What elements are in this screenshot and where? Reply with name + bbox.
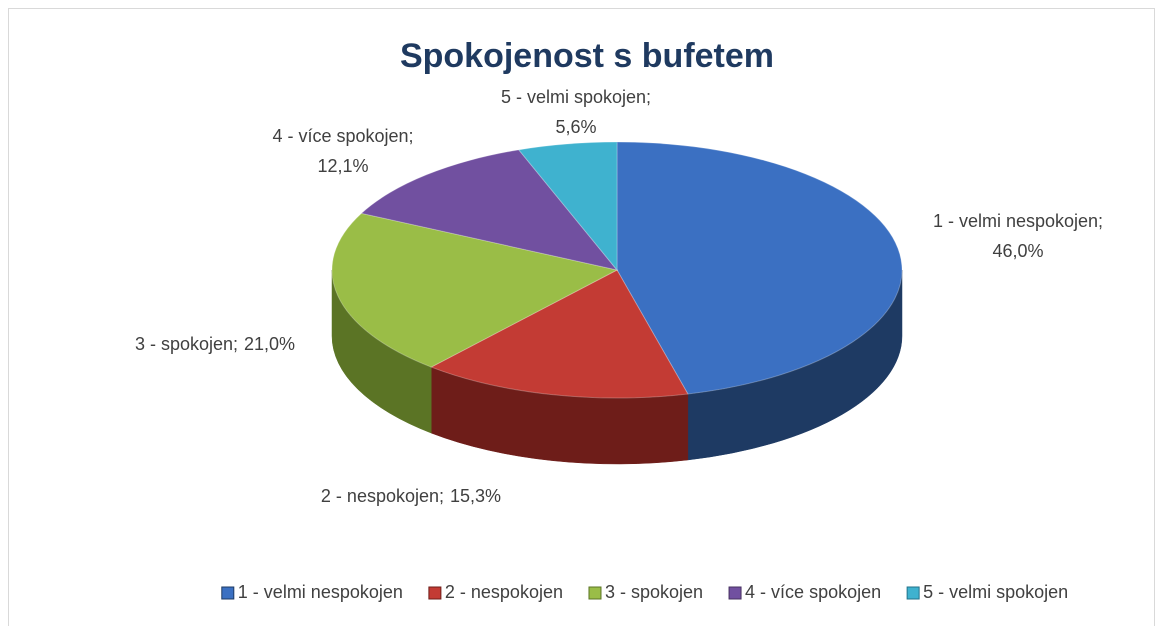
data-label-name: 3 - spokojen; xyxy=(135,334,238,354)
pie-slice xyxy=(517,141,618,272)
data-label: 15,3% xyxy=(450,486,501,506)
legend-item: 3 - spokojen xyxy=(588,582,703,602)
data-label-name: 2 - nespokojen; xyxy=(321,486,444,506)
legend-swatch xyxy=(588,586,602,600)
data-label: 21,0% xyxy=(244,334,295,354)
pie-slice xyxy=(616,141,903,395)
legend-label: 3 - spokojen xyxy=(605,582,703,602)
pie-slice xyxy=(360,149,619,271)
data-label-name: 1 - velmi nespokojen; xyxy=(933,211,1103,231)
legend-label: 2 - nespokojen xyxy=(445,582,563,602)
data-label: 12,1% xyxy=(317,156,368,176)
legend-item: 2 - nespokojen xyxy=(428,582,563,602)
legend-swatch xyxy=(728,586,742,600)
data-label-group: 2 - nespokojen; 15,3% xyxy=(321,486,501,506)
legend-label: 1 - velmi nespokojen xyxy=(238,582,403,602)
legend-swatch xyxy=(428,586,442,600)
legend-swatch xyxy=(221,586,235,600)
data-label-group: 3 - spokojen; 21,0% xyxy=(135,334,295,354)
legend-item: 5 - velmi spokojen xyxy=(906,582,1068,602)
legend-label: 5 - velmi spokojen xyxy=(923,582,1068,602)
data-label: 5,6% xyxy=(555,117,596,137)
legend-swatch xyxy=(906,586,920,600)
pie-slice xyxy=(430,269,689,399)
data-label-name: 5 - velmi spokojen; xyxy=(501,87,651,107)
pie-slice xyxy=(331,212,619,368)
legend-item: 4 - více spokojen xyxy=(728,582,881,602)
legend-label: 4 - více spokojen xyxy=(745,582,881,602)
chart-title: Spokojenost s bufetem xyxy=(400,37,774,75)
data-label-name: 4 - více spokojen; xyxy=(272,126,413,146)
legend-item: 1 - velmi nespokojen xyxy=(221,582,403,602)
data-label: 46,0% xyxy=(992,241,1043,261)
